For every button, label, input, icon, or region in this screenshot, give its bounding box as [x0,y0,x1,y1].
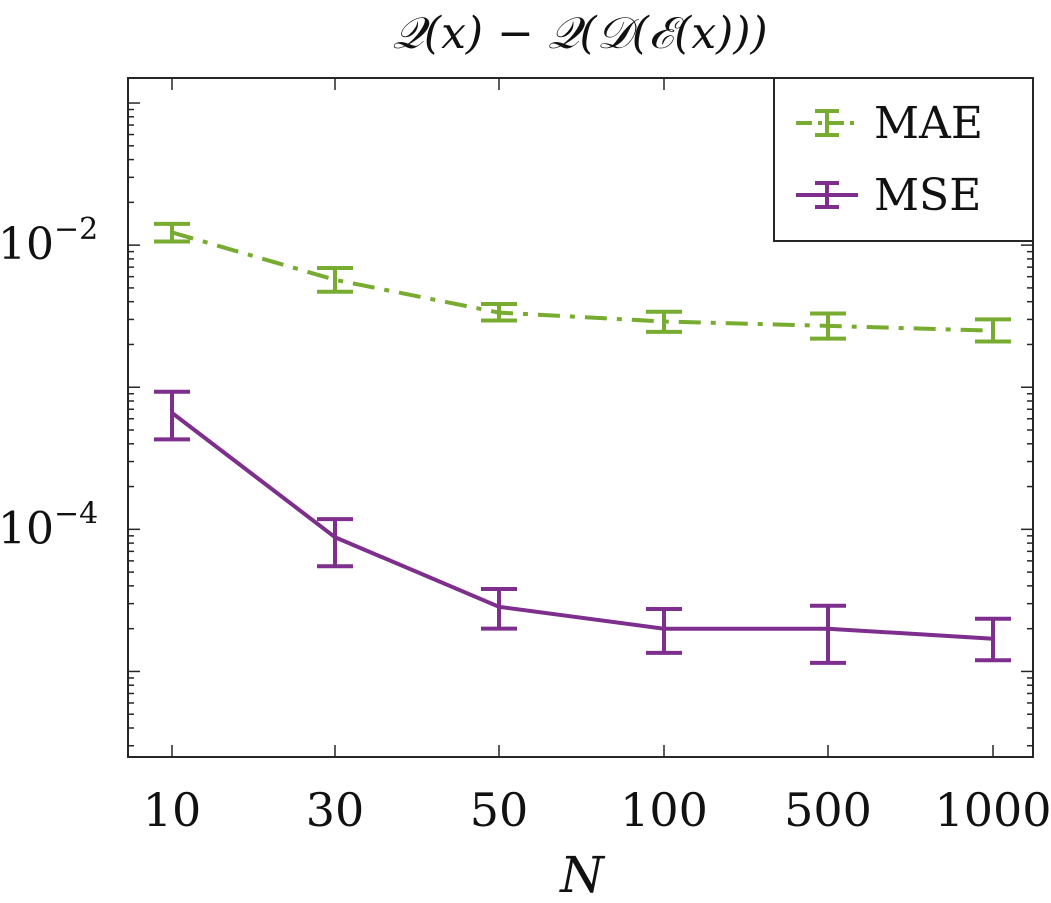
error-bar-mae [810,311,846,341]
x-tick-label: 10 [143,783,202,837]
error-bar-mse [810,603,846,665]
plot-frame [127,77,1034,758]
legend-label-mae: MAE [874,98,983,149]
y-tick-label: 10−2 [0,212,98,270]
x-tick-label: 100 [620,783,708,837]
plot-area: 10−2 10−4 10 30 50 100 500 1000 MAE MSE [0,77,1051,837]
x-tick-label: 30 [306,783,365,837]
error-bar-mae [317,266,353,294]
error-bar-mse [317,517,353,569]
error-bar-mae [975,317,1011,344]
x-tick-label: 500 [784,783,872,837]
error-bar-mse [154,389,190,442]
x-tick-label: 50 [470,783,529,837]
legend-box [773,77,1034,242]
error-bar-mae [154,221,190,244]
legend: MAE MSE [773,77,1034,242]
legend-label-mse: MSE [874,170,981,221]
error-bar-mse [481,587,517,631]
error-bar-mse [975,616,1011,663]
error-bar-mse [646,607,682,655]
series-line-mae [171,230,994,333]
chart-title: 𝒬(x) − 𝒬(𝒟(ℰ(x))) [392,8,767,59]
series-line-mse [170,411,994,641]
x-axis-label: N [559,846,606,903]
y-tick-label: 10−4 [0,496,98,554]
x-tick-label: 1000 [934,783,1051,837]
error-bar-mae [481,302,517,323]
error-bar-mae [646,309,682,334]
